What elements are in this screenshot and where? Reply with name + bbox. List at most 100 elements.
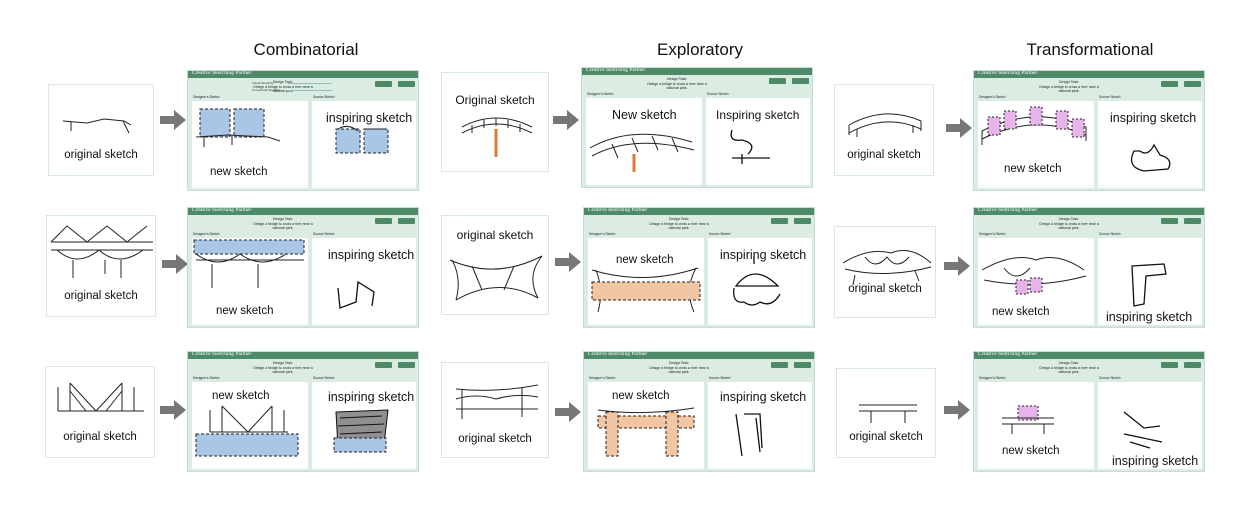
app-title: Creative Sketching Partner — [588, 351, 648, 357]
design-task-heading: Design Task: — [667, 77, 687, 81]
designer-sketch-label: Designer's Sketch — [193, 376, 220, 380]
design-task-text: Design a bridge to cross a river near a … — [1039, 84, 1099, 94]
inspire-button[interactable] — [375, 362, 392, 368]
design-task-heading: Design Task: — [1059, 217, 1079, 221]
inspire-button[interactable] — [1161, 81, 1178, 87]
save-sketch-button[interactable] — [1184, 81, 1201, 87]
save-sketch-button[interactable] — [792, 78, 809, 84]
sketching-app-panel: Creative Sketching Partner Design Task: D… — [187, 351, 419, 472]
original-sketch-card: original sketch — [46, 215, 156, 317]
original-sketch-label: Original sketch — [455, 93, 535, 107]
inspiring-sketch-label: inspiring sketch — [328, 248, 415, 262]
visual-similarity-label: Visual Similarity — [252, 81, 274, 85]
inspiring-sketch-label: inspiring sketch — [326, 111, 413, 125]
combinatorial-sketch-drawing-1 — [195, 108, 389, 154]
source-sketch-label: Source Sketch — [313, 376, 335, 380]
original-sketch-label: original sketch — [64, 290, 138, 302]
designer-sketch-label: Designer's Sketch — [589, 232, 616, 236]
design-task-heading: Design Task: — [273, 217, 293, 221]
conceptual-similarity-slider[interactable] — [288, 90, 332, 91]
app-title: Creative Sketching Partner — [588, 207, 648, 213]
design-task-text: Design a bridge to cross a river near a … — [1039, 365, 1099, 375]
inspiring-sketch-canvas[interactable] — [312, 238, 416, 325]
design-task-heading: Design Task: — [669, 361, 689, 365]
design-task-heading: Design Task: — [1059, 361, 1079, 365]
save-sketch-button[interactable] — [398, 81, 415, 87]
arrow-right-icon — [944, 256, 970, 276]
source-sketch-label: Source Sketch — [1099, 232, 1121, 236]
designer-sketch-label: Designer's Sketch — [589, 376, 616, 380]
sketching-app-panel: Creative Sketching Partner Design Task: D… — [581, 67, 813, 188]
source-sketch-label: Source Sketch — [709, 376, 731, 380]
design-task-text: Design a bridge to cross a river near a … — [253, 221, 313, 231]
inspire-button[interactable] — [771, 218, 788, 224]
exploratory-sketch-drawing-3 — [597, 407, 763, 457]
arrow-right-icon — [555, 252, 581, 272]
transformational-sketch-drawing-2 — [981, 257, 1167, 307]
inspire-button[interactable] — [375, 218, 392, 224]
bridge-sketch-drawing — [62, 118, 132, 134]
arrow-right-icon — [553, 110, 579, 130]
inspire-button[interactable] — [1161, 218, 1178, 224]
inspiring-sketch-label: inspiring sketch — [1106, 310, 1193, 324]
inspiring-sketch-canvas[interactable] — [1098, 101, 1202, 188]
design-task-heading: Design Task: — [1059, 80, 1079, 84]
original-sketch-label: original sketch — [458, 433, 532, 445]
inspiring-sketch-canvas[interactable] — [708, 382, 812, 469]
arrow-right-icon — [555, 402, 581, 422]
column-title-exploratory: Exploratory — [657, 40, 743, 59]
sketching-app-panel: Creative Sketching Partner Design Task: D… — [583, 351, 815, 472]
inspiring-sketch-canvas[interactable] — [708, 238, 812, 325]
original-sketch-card: original sketch — [45, 366, 155, 458]
original-sketch-card: original sketch — [834, 226, 936, 318]
minimal-bridge-sketch-drawing — [859, 404, 917, 423]
inspiring-sketch-canvas[interactable] — [1098, 238, 1202, 325]
source-sketch-label: Source Sketch — [709, 232, 731, 236]
designer-sketch-label: Designer's Sketch — [193, 95, 220, 99]
original-sketch-card: original sketch — [48, 84, 154, 176]
new-sketch-label: New sketch — [612, 108, 677, 122]
save-sketch-button[interactable] — [794, 362, 811, 368]
inspire-button[interactable] — [1161, 362, 1178, 368]
sketching-app-panel: Creative Sketching Partner Design Task: D… — [187, 70, 419, 191]
design-task-text: Design a bridge to cross a river near a … — [1039, 221, 1099, 231]
new-sketch-label: new sketch — [992, 306, 1050, 318]
save-sketch-button[interactable] — [1184, 362, 1201, 368]
canopy-bridge-sketch-drawing — [842, 250, 932, 286]
inspiring-sketch-canvas[interactable] — [706, 98, 810, 185]
visual-similarity-slider[interactable] — [288, 83, 332, 84]
app-title: Creative Sketching Partner — [586, 67, 646, 73]
save-sketch-button[interactable] — [1184, 218, 1201, 224]
combinatorial-sketch-drawing-2 — [193, 239, 375, 309]
save-sketch-button[interactable] — [398, 362, 415, 368]
original-sketch-card: original sketch — [836, 368, 936, 458]
inspiring-sketch-canvas[interactable] — [1098, 382, 1202, 469]
new-sketch-canvas[interactable] — [978, 382, 1094, 469]
inspire-button[interactable] — [769, 78, 786, 84]
inspire-button[interactable] — [375, 81, 392, 87]
original-sketch-label: original sketch — [64, 149, 138, 161]
app-title: Creative Sketching Partner — [192, 351, 252, 357]
arrow-right-icon — [160, 110, 186, 130]
original-sketch-label: original sketch — [456, 228, 534, 242]
source-sketch-label: Source Sketch — [707, 92, 729, 96]
new-sketch-label: new sketch — [216, 305, 274, 317]
designer-sketch-label: Designer's Sketch — [979, 95, 1006, 99]
new-sketch-label: new sketch — [616, 254, 674, 266]
exploratory-sketch-drawing-2 — [591, 256, 781, 313]
save-sketch-button[interactable] — [398, 218, 415, 224]
save-sketch-button[interactable] — [794, 218, 811, 224]
new-sketch-canvas[interactable] — [586, 98, 702, 185]
sketching-app-panel: Creative Sketching Partner Design Task: D… — [187, 207, 419, 328]
new-sketch-label: new sketch — [212, 390, 270, 402]
design-task-text: Design a bridge to cross a river near a … — [649, 221, 709, 231]
sketching-app-panel: Creative Sketching Partner Design Task: D… — [973, 351, 1205, 472]
app-title: Creative Sketching Partner — [978, 351, 1038, 357]
original-sketch-card: original sketch — [834, 84, 934, 176]
inspire-button[interactable] — [771, 362, 788, 368]
sketching-app-panel: Creative Sketching Partner Design Task: D… — [973, 70, 1205, 191]
conceptual-similarity-label: Conceptual Similarity — [252, 88, 281, 92]
designer-sketch-label: Designer's Sketch — [979, 376, 1006, 380]
design-task-text: Design a bridge to cross a river near a … — [647, 81, 707, 91]
original-sketch-card: original sketch — [441, 215, 549, 315]
